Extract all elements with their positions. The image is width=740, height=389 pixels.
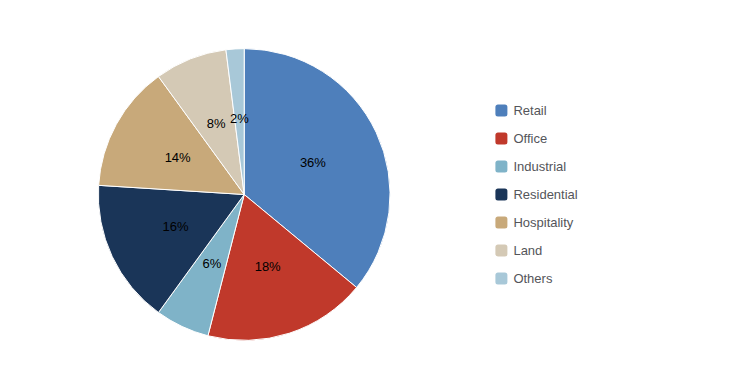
svg-text:2%: 2% [230,111,249,126]
svg-text:6%: 6% [202,256,221,271]
svg-text:14%: 14% [165,150,191,165]
svg-text:Land: Land [513,243,542,258]
svg-text:Hospitality: Hospitality [513,215,573,230]
svg-text:Office: Office [513,131,547,146]
svg-text:Others: Others [513,271,553,286]
svg-text:Residential: Residential [513,187,577,202]
svg-text:36%: 36% [300,155,326,170]
svg-text:Industrial: Industrial [513,159,566,174]
svg-text:18%: 18% [255,259,281,274]
svg-text:16%: 16% [162,219,188,234]
svg-text:8%: 8% [207,116,226,131]
svg-text:Retail: Retail [513,103,546,118]
